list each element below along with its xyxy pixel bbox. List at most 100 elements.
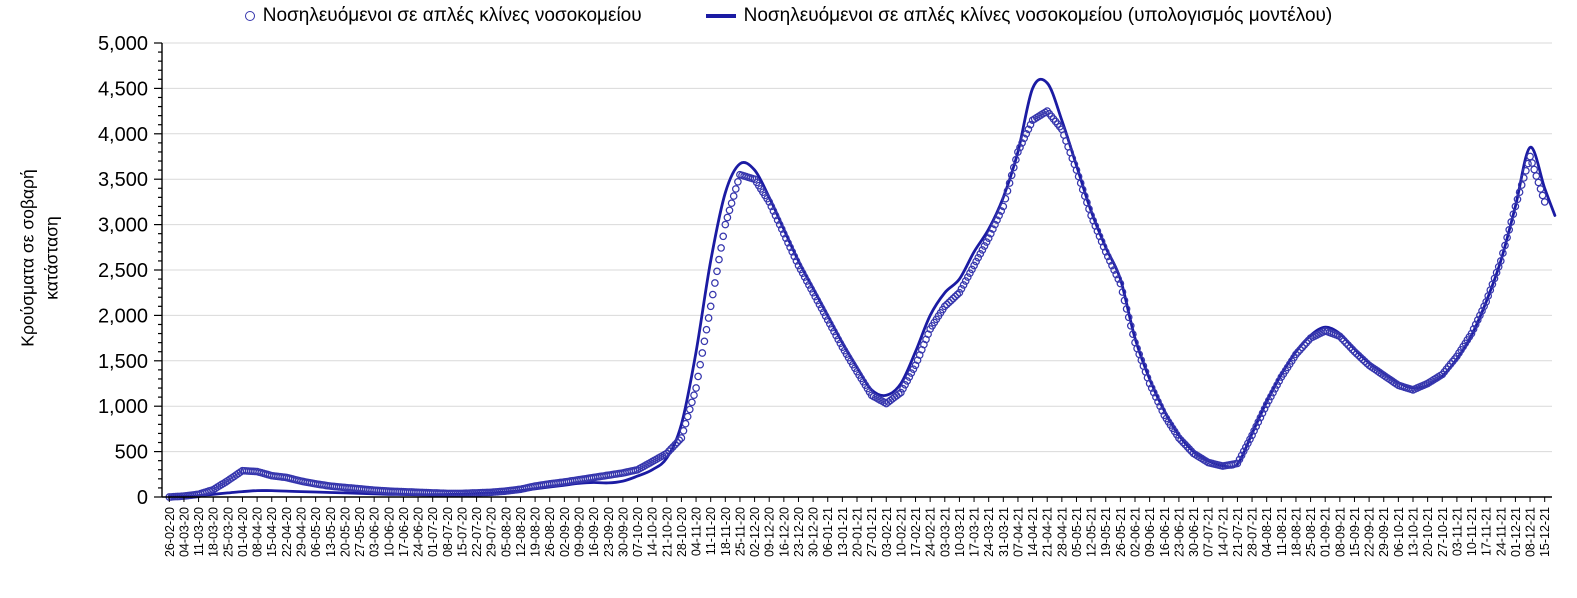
svg-text:02-06-21: 02-06-21 [1129, 507, 1143, 557]
svg-text:3,500: 3,500 [98, 169, 148, 191]
svg-text:06-01-21: 06-01-21 [821, 507, 835, 557]
svg-text:18-11-20: 18-11-20 [719, 507, 733, 556]
svg-text:27-10-21: 27-10-21 [1436, 507, 1450, 557]
svg-text:3,000: 3,000 [98, 215, 148, 237]
svg-text:01-09-21: 01-09-21 [1319, 507, 1333, 557]
svg-text:07-04-21: 07-04-21 [1011, 507, 1025, 557]
svg-text:27-01-21: 27-01-21 [865, 507, 879, 557]
svg-text:21-07-21: 21-07-21 [1231, 507, 1245, 557]
svg-text:09-09-20: 09-09-20 [573, 507, 587, 557]
svg-text:15-07-20: 15-07-20 [455, 507, 469, 557]
svg-text:2,500: 2,500 [98, 260, 148, 282]
svg-text:01-12-21: 01-12-21 [1509, 507, 1523, 557]
svg-text:06-05-20: 06-05-20 [309, 507, 323, 557]
svg-text:30-12-20: 30-12-20 [807, 507, 821, 557]
svg-text:21-04-21: 21-04-21 [1041, 507, 1055, 557]
svg-text:23-09-20: 23-09-20 [602, 507, 616, 557]
x-axis-ticks [168, 497, 1546, 502]
svg-text:26-08-20: 26-08-20 [543, 507, 557, 557]
svg-text:17-02-21: 17-02-21 [909, 507, 923, 557]
svg-text:29-04-20: 29-04-20 [295, 507, 309, 557]
svg-text:10-06-20: 10-06-20 [382, 507, 396, 557]
svg-text:20-05-20: 20-05-20 [338, 507, 352, 557]
svg-text:22-04-20: 22-04-20 [280, 507, 294, 557]
svg-text:24-03-21: 24-03-21 [982, 507, 996, 557]
svg-text:07-07-21: 07-07-21 [1202, 507, 1216, 557]
svg-text:12-05-21: 12-05-21 [1085, 507, 1099, 557]
svg-text:16-12-20: 16-12-20 [777, 507, 791, 557]
svg-text:03-03-21: 03-03-21 [938, 507, 952, 557]
line-marker-icon [705, 14, 736, 18]
svg-text:09-06-21: 09-06-21 [1143, 507, 1157, 557]
svg-text:18-03-20: 18-03-20 [207, 507, 221, 557]
y-gridlines [162, 42, 1552, 453]
svg-text:20-01-21: 20-01-21 [851, 507, 865, 557]
svg-text:18-08-21: 18-08-21 [1289, 507, 1303, 557]
svg-text:17-06-20: 17-06-20 [397, 507, 411, 557]
svg-text:10-03-21: 10-03-21 [953, 507, 967, 557]
svg-text:25-08-21: 25-08-21 [1304, 507, 1318, 557]
svg-text:13-10-21: 13-10-21 [1407, 507, 1421, 557]
svg-text:06-10-21: 06-10-21 [1392, 507, 1406, 557]
svg-text:03-02-21: 03-02-21 [880, 507, 894, 557]
svg-text:23-12-20: 23-12-20 [792, 507, 806, 557]
svg-text:26-02-20: 26-02-20 [163, 507, 177, 557]
svg-text:30-06-21: 30-06-21 [1187, 507, 1201, 557]
svg-text:12-08-20: 12-08-20 [514, 507, 528, 557]
svg-text:08-12-21: 08-12-21 [1524, 507, 1538, 557]
svg-text:07-10-20: 07-10-20 [631, 507, 645, 557]
svg-text:05-05-21: 05-05-21 [1070, 507, 1084, 557]
svg-text:4,500: 4,500 [98, 78, 148, 100]
svg-text:0: 0 [137, 487, 148, 509]
svg-text:16-06-21: 16-06-21 [1158, 507, 1172, 557]
svg-text:13-01-21: 13-01-21 [836, 507, 850, 557]
y-tick-labels: 0 500 1,000 1,500 2,000 2,500 3,000 3,500 4,000 4… [98, 33, 148, 509]
svg-text:28-07-21: 28-07-21 [1246, 507, 1260, 557]
svg-text:29-07-20: 29-07-20 [485, 507, 499, 557]
svg-text:08-09-21: 08-09-21 [1333, 507, 1347, 557]
svg-text:10-11-21: 10-11-21 [1465, 507, 1479, 556]
model-line-series [167, 77, 1557, 498]
svg-text:25-11-20: 25-11-20 [733, 507, 747, 556]
svg-text:15-09-21: 15-09-21 [1348, 507, 1362, 557]
svg-text:27-05-20: 27-05-20 [353, 507, 367, 557]
svg-text:04-03-20: 04-03-20 [177, 507, 191, 557]
svg-text:19-08-20: 19-08-20 [529, 507, 543, 557]
svg-text:04-08-21: 04-08-21 [1260, 507, 1274, 557]
svg-text:17-11-21: 17-11-21 [1480, 507, 1494, 556]
svg-text:20-10-21: 20-10-21 [1421, 507, 1435, 557]
svg-text:03-06-20: 03-06-20 [368, 507, 382, 557]
svg-text:03-11-21: 03-11-21 [1450, 507, 1464, 556]
svg-text:13-05-20: 13-05-20 [324, 507, 338, 557]
svg-text:14-10-20: 14-10-20 [646, 507, 660, 557]
svg-text:24-06-20: 24-06-20 [412, 507, 426, 557]
chart-legend: Νοσηλευόμενοι σε απλές κλίνες νοσοκομείο… [0, 5, 1577, 27]
svg-text:5,000: 5,000 [98, 33, 148, 55]
y-axis-title-line2: κατάσταση [41, 216, 61, 300]
svg-text:17-03-21: 17-03-21 [968, 507, 982, 557]
svg-text:08-04-20: 08-04-20 [251, 507, 265, 557]
svg-text:08-07-20: 08-07-20 [441, 507, 455, 557]
svg-text:11-03-20: 11-03-20 [192, 507, 206, 556]
svg-text:1,000: 1,000 [98, 396, 148, 418]
svg-text:10-02-21: 10-02-21 [894, 507, 908, 557]
svg-text:29-09-21: 29-09-21 [1377, 507, 1391, 557]
svg-text:1,500: 1,500 [98, 351, 148, 373]
svg-text:28-04-21: 28-04-21 [1055, 507, 1069, 557]
svg-text:11-11-20: 11-11-20 [704, 507, 718, 555]
y-axis-title-line1: Κρούσματα σε σοβαρή [17, 169, 38, 347]
svg-text:15-12-21: 15-12-21 [1538, 507, 1552, 557]
y-axis-ticks [154, 42, 162, 498]
legend-item-model: Νοσηλευόμενοι σε απλές κλίνες νοσοκομείο… [705, 5, 1332, 27]
observed-scatter-series [165, 107, 1549, 501]
svg-text:02-12-20: 02-12-20 [748, 507, 762, 557]
open-circle-marker-icon [244, 11, 255, 21]
svg-text:26-05-21: 26-05-21 [1114, 507, 1128, 557]
svg-text:4,000: 4,000 [98, 124, 148, 146]
svg-text:15-04-20: 15-04-20 [265, 507, 279, 557]
svg-text:11-08-21: 11-08-21 [1275, 507, 1289, 556]
svg-text:22-07-20: 22-07-20 [470, 507, 484, 557]
svg-text:02-09-20: 02-09-20 [558, 507, 572, 557]
